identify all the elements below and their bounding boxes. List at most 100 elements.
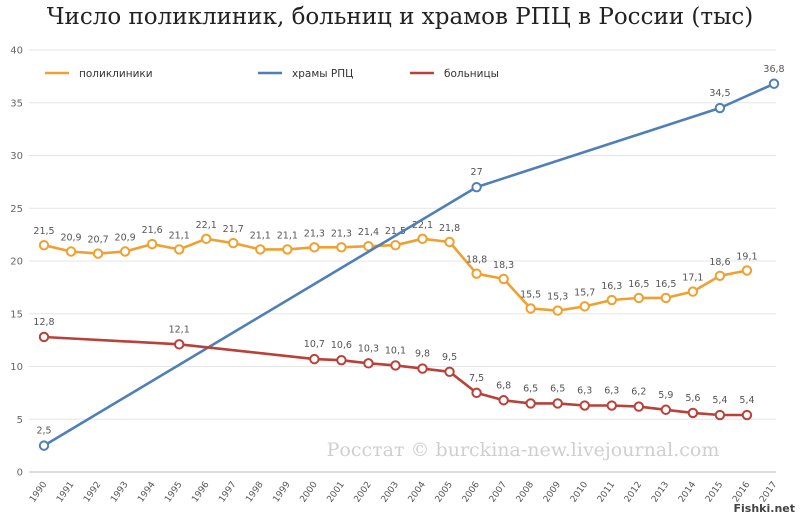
data-point (714, 102, 726, 114)
data-point (606, 400, 617, 411)
data-label: 10,1 (385, 345, 406, 356)
data-label: 20,9 (115, 233, 136, 244)
data-label: 16,5 (655, 279, 676, 290)
data-point (201, 233, 212, 245)
x-tick-label: 1997 (217, 480, 238, 504)
watermark: Росстат © burckina-new.livejournal.com (327, 439, 720, 461)
data-point (65, 246, 77, 257)
data-label: 21,1 (169, 230, 190, 241)
data-label: 18,3 (493, 260, 514, 271)
data-label: 21,3 (304, 228, 325, 239)
series-line (43, 82, 775, 447)
x-tick-label: 2010 (569, 480, 590, 505)
x-tick-label: 1995 (163, 480, 184, 504)
data-label: 21,6 (142, 225, 163, 236)
data-label: 15,5 (520, 289, 541, 300)
data-point (552, 305, 563, 316)
data-point (390, 360, 401, 371)
data-label: 16,5 (628, 279, 649, 290)
y-tick-label: 25 (10, 204, 23, 215)
data-label: 10,3 (358, 343, 379, 354)
data-label: 21,1 (250, 230, 271, 241)
series-храмы РПЦ: 2,5 27 34,5 36,8 (36, 64, 785, 451)
data-label: 12,1 (169, 324, 190, 335)
data-point (38, 440, 50, 451)
data-label: 19,1 (736, 251, 757, 262)
data-point (119, 246, 131, 257)
x-tick-label: 2014 (677, 480, 698, 505)
data-point (173, 244, 185, 255)
x-tick-label: 2009 (542, 480, 563, 505)
data-point (228, 237, 239, 249)
legend: поликлиники храмы РПЦ больницы (45, 68, 499, 80)
x-tick-label: 1993 (109, 480, 130, 504)
data-point (309, 242, 320, 253)
legend-label: храмы РПЦ (292, 68, 353, 80)
legend-item-храмы РПЦ: храмы РПЦ (258, 68, 353, 80)
data-point (525, 398, 536, 409)
data-point (92, 248, 104, 259)
x-tick-label: 2002 (353, 480, 374, 504)
data-point (255, 244, 266, 255)
data-label: 5,4 (712, 395, 727, 406)
data-label: 17,1 (682, 273, 703, 284)
series-больницы: 12,8 12,1 10,7 10,6 10,3 10,1 9,8 9,5 7,5 6,8 6,5 6… (33, 317, 755, 421)
data-label: 2,5 (36, 426, 51, 437)
data-label: 5,4 (739, 395, 754, 406)
data-label: 36,8 (763, 64, 784, 75)
y-tick-label: 40 (10, 46, 23, 57)
data-label: 6,3 (577, 386, 592, 397)
data-point (390, 239, 401, 251)
data-point (579, 301, 590, 312)
data-label: 22,1 (196, 220, 217, 231)
data-label: 6,5 (523, 383, 538, 394)
legend-item-больницы: больницы (410, 68, 499, 80)
site-tag: Fishki.net (734, 502, 795, 515)
data-point (660, 404, 672, 415)
data-label: 16,3 (601, 281, 622, 292)
data-point (633, 401, 645, 412)
legend-label: поликлиники (79, 68, 153, 80)
data-point (714, 409, 726, 421)
x-tick-label: 2007 (488, 480, 509, 504)
data-point (525, 303, 536, 314)
x-tick-label: 1992 (82, 480, 103, 504)
y-tick-label: 5 (17, 415, 23, 426)
data-point (173, 339, 185, 350)
data-label: 21,5 (33, 226, 54, 237)
data-point (579, 400, 590, 411)
y-tick-label: 15 (10, 309, 23, 320)
x-axis: 1990 1991 1992 1993 1994 1995 1996 1997 1998 1999… (28, 480, 779, 505)
x-tick-label: 2012 (623, 480, 644, 504)
data-label: 21,1 (277, 230, 298, 241)
data-point (741, 409, 753, 421)
x-tick-label: 2008 (515, 480, 536, 505)
data-point (741, 265, 753, 276)
x-tick-label: 2003 (380, 480, 401, 504)
series-group: 21,5 20,9 20,7 20,9 21,6 21,1 22,1 21,7 21,1 21,1… (33, 64, 785, 451)
data-label: 21,7 (223, 224, 244, 235)
x-tick-label: 1998 (244, 480, 265, 505)
data-point (498, 273, 509, 285)
y-tick-label: 0 (17, 468, 23, 479)
data-label: 6,8 (496, 380, 511, 391)
x-tick-label: 2004 (407, 480, 428, 505)
x-tick-label: 2001 (326, 480, 347, 504)
data-point (768, 78, 780, 89)
y-tick-label: 35 (10, 98, 23, 109)
data-label: 15,7 (574, 287, 595, 298)
data-label: 10,7 (304, 339, 325, 350)
data-point (309, 353, 320, 365)
data-point (336, 242, 347, 253)
data-point (471, 387, 482, 399)
chart-title: Число поликлиник, больниц и храмов РПЦ в… (46, 4, 754, 30)
data-label: 21,3 (331, 228, 352, 239)
x-tick-label: 2006 (461, 480, 482, 505)
data-label: 21,8 (439, 223, 460, 234)
y-tick-label: 20 (10, 257, 23, 268)
data-point (417, 233, 428, 245)
data-label: 22,1 (412, 220, 433, 231)
data-label: 18,6 (709, 257, 730, 268)
x-tick-label: 2000 (298, 480, 319, 505)
series-поликлиники: 21,5 20,9 20,7 20,9 21,6 21,1 22,1 21,7 21,1 21,1… (33, 220, 758, 316)
